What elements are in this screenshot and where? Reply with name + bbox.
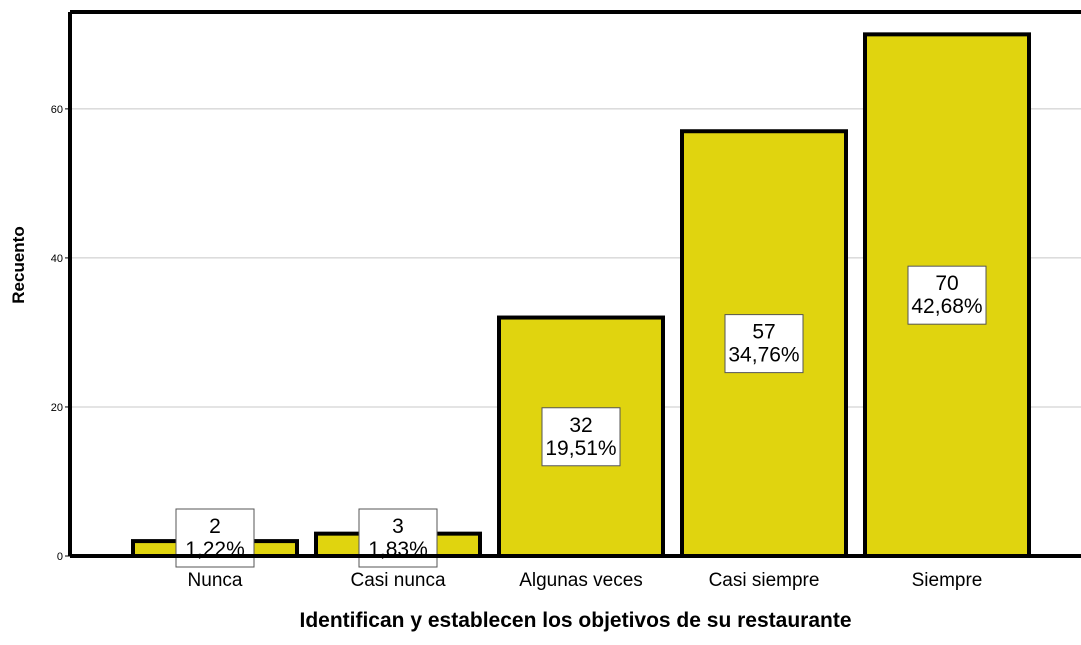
x-tick-label: Casi siempre — [709, 570, 820, 591]
data-label-percent: 42,68% — [911, 295, 982, 318]
y-tick-label: 20 — [51, 402, 63, 414]
x-tick-label: Casi nunca — [350, 570, 445, 591]
data-label-count: 2 — [209, 515, 221, 538]
y-axis-label-text: Recuento — [9, 226, 28, 304]
data-label-box — [907, 265, 987, 325]
data-label-count: 3 — [392, 515, 404, 538]
x-tick-label: Siempre — [912, 570, 983, 591]
data-label-count: 57 — [752, 321, 775, 344]
data-label-box — [541, 407, 621, 467]
data-label-percent: 34,76% — [728, 344, 799, 367]
y-tick-label: 60 — [51, 104, 63, 116]
y-tick-label: 40 — [51, 253, 63, 265]
data-label-count: 70 — [935, 272, 958, 295]
y-tick-label: 0 — [57, 551, 63, 563]
x-axis-label: Identifican y establecen los objetivos d… — [299, 609, 852, 632]
data-label-count: 32 — [569, 414, 592, 437]
data-label-percent: 19,51% — [545, 437, 616, 460]
x-tick-label: Algunas veces — [519, 570, 643, 591]
y-axis-label: Recuento — [8, 150, 30, 380]
x-tick-label: Nunca — [188, 570, 243, 591]
data-label-box — [724, 314, 804, 374]
